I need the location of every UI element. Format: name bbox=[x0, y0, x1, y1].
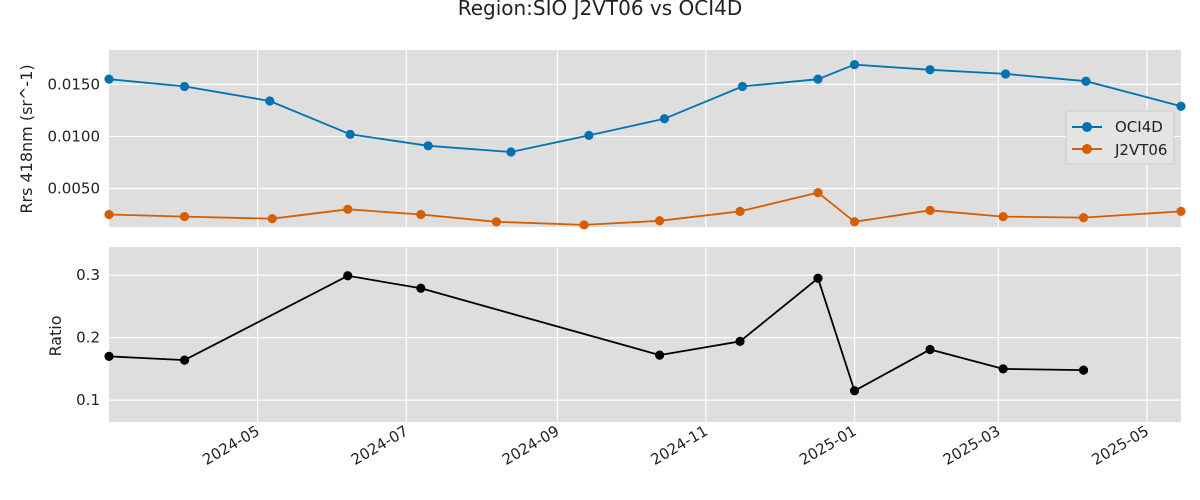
chart-title: Region:SIO J2VT06 vs OCI4D bbox=[458, 0, 743, 20]
top-panel-grid bbox=[109, 50, 1181, 227]
data-point-j2vt06 bbox=[925, 205, 935, 215]
data-point-j2vt06 bbox=[579, 220, 589, 230]
top-panel-series bbox=[104, 59, 1186, 230]
x-tick-label: 2024-11 bbox=[648, 422, 711, 469]
top-panel-y-axis-label: Rrs 418nm (sr^-1) bbox=[17, 64, 36, 213]
data-point-oci4d bbox=[659, 114, 670, 124]
data-point-oci4d bbox=[849, 59, 860, 70]
legend: OCI4D J2VT06 bbox=[1065, 110, 1175, 165]
data-point-ratio bbox=[813, 273, 823, 283]
x-tick-label: 2025-03 bbox=[940, 422, 1003, 469]
top-panel-background bbox=[109, 50, 1181, 227]
data-point-j2vt06 bbox=[343, 204, 353, 214]
data-point-j2vt06 bbox=[813, 188, 823, 198]
data-point-oci4d bbox=[813, 74, 823, 84]
y-tick-label: 0.1 bbox=[76, 391, 100, 409]
data-point-ratio bbox=[416, 283, 426, 293]
data-point-oci4d bbox=[104, 74, 114, 84]
y-tick-label: 0.2 bbox=[76, 329, 100, 347]
y-tick-label: 0.0100 bbox=[48, 127, 101, 145]
data-point-oci4d bbox=[925, 65, 935, 75]
x-tick-label: 2025-01 bbox=[796, 422, 859, 469]
data-point-ratio bbox=[104, 351, 114, 361]
data-point-ratio bbox=[735, 336, 745, 346]
data-point-j2vt06 bbox=[655, 216, 665, 226]
data-point-j2vt06 bbox=[849, 217, 860, 227]
top-panel-y-ticks: 0.0050 0.0100 0.0150 bbox=[48, 75, 101, 197]
bottom-panel-series bbox=[104, 271, 1089, 396]
legend-box bbox=[1065, 110, 1175, 165]
y-tick-label: 0.0050 bbox=[48, 179, 101, 197]
data-point-j2vt06 bbox=[735, 206, 745, 216]
data-point-ratio bbox=[849, 386, 860, 396]
data-point-oci4d bbox=[423, 141, 433, 151]
legend-oci4d-label: OCI4D bbox=[1115, 118, 1163, 136]
data-point-oci4d bbox=[1176, 101, 1186, 111]
data-point-oci4d bbox=[345, 129, 355, 139]
data-point-oci4d bbox=[179, 81, 190, 92]
data-point-j2vt06 bbox=[1078, 213, 1089, 223]
x-tick-label: 2024-07 bbox=[348, 422, 411, 469]
y-tick-label: 0.0150 bbox=[48, 75, 101, 93]
x-tick-label: 2025-05 bbox=[1089, 422, 1152, 469]
x-tick-label: 2024-09 bbox=[499, 422, 562, 469]
data-point-oci4d bbox=[737, 81, 748, 92]
data-point-oci4d bbox=[265, 96, 275, 106]
legend-oci4d-marker bbox=[1082, 122, 1092, 132]
data-point-ratio bbox=[925, 344, 935, 355]
data-point-ratio bbox=[179, 355, 190, 365]
bottom-panel-grid bbox=[109, 247, 1181, 422]
data-point-j2vt06 bbox=[1176, 206, 1186, 216]
data-point-oci4d bbox=[1000, 69, 1011, 79]
data-point-ratio bbox=[343, 271, 353, 281]
x-tick-label: 2024-05 bbox=[199, 422, 262, 469]
data-point-j2vt06 bbox=[998, 211, 1008, 222]
bottom-panel-y-ticks: 0.1 0.2 0.3 bbox=[76, 266, 100, 409]
y-tick-label: 0.3 bbox=[76, 266, 100, 284]
data-point-oci4d bbox=[506, 147, 516, 157]
data-point-oci4d bbox=[584, 130, 594, 140]
x-axis-ticks: 2024-05 2024-07 2024-09 2024-11 2025-01 2025-… bbox=[199, 422, 1152, 469]
data-point-j2vt06 bbox=[104, 209, 114, 220]
data-point-oci4d bbox=[1081, 76, 1091, 86]
legend-j2vt06-label: J2VT06 bbox=[1114, 141, 1167, 159]
data-point-j2vt06 bbox=[416, 209, 426, 220]
bottom-panel-y-axis-label: Ratio bbox=[46, 315, 65, 356]
data-point-j2vt06 bbox=[267, 214, 277, 224]
data-point-j2vt06 bbox=[491, 217, 501, 227]
data-point-j2vt06 bbox=[179, 211, 190, 222]
bottom-panel-background bbox=[109, 247, 1181, 422]
data-point-ratio bbox=[998, 364, 1008, 374]
data-point-ratio bbox=[655, 350, 665, 360]
legend-j2vt06-marker bbox=[1082, 144, 1092, 154]
data-point-ratio bbox=[1078, 365, 1089, 375]
